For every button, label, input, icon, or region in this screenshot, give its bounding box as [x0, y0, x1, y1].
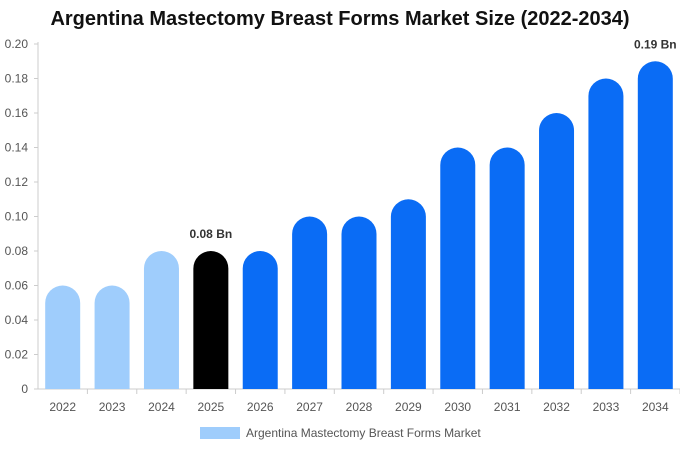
legend: Argentina Mastectomy Breast Forms Market — [200, 425, 481, 441]
x-tick-label-2034: 2034 — [642, 400, 669, 414]
x-tick-label-2029: 2029 — [395, 400, 422, 414]
bar-2026 — [242, 251, 278, 389]
y-tick-label: 0.20 — [5, 37, 29, 51]
bar-2027 — [292, 216, 328, 389]
y-tick-label: 0 — [21, 382, 28, 396]
y-tick-label: 0.16 — [5, 106, 29, 120]
x-tick-label-2022: 2022 — [49, 400, 76, 414]
data-label-2034: 0.19 Bn — [634, 37, 677, 51]
bar-2030 — [440, 147, 476, 389]
bar-2033 — [588, 78, 624, 389]
x-tick-label-2032: 2032 — [543, 400, 570, 414]
x-tick-label-2028: 2028 — [346, 400, 373, 414]
x-tick-label-2027: 2027 — [296, 400, 323, 414]
x-tick-label-2031: 2031 — [494, 400, 521, 414]
bar-2022 — [45, 285, 81, 389]
y-tick-label: 0.02 — [5, 348, 29, 362]
data-label-2025: 0.08 Bn — [190, 227, 233, 241]
bar-2032 — [539, 113, 575, 389]
bar-2031 — [489, 147, 525, 389]
y-tick-label: 0.18 — [5, 72, 29, 86]
bar-2023 — [94, 285, 130, 389]
bar-2034 — [637, 61, 673, 389]
x-tick-label-2033: 2033 — [593, 400, 620, 414]
legend-label: Argentina Mastectomy Breast Forms Market — [246, 426, 481, 440]
x-tick-label-2030: 2030 — [444, 400, 471, 414]
x-tick-label-2024: 2024 — [148, 400, 175, 414]
x-tick-label-2023: 2023 — [99, 400, 126, 414]
y-tick-label: 0.14 — [5, 141, 29, 155]
y-tick-label: 0.10 — [5, 210, 29, 224]
x-tick-label-2025: 2025 — [197, 400, 224, 414]
y-tick-label: 0.08 — [5, 244, 29, 258]
chart-title: Argentina Mastectomy Breast Forms Market… — [50, 8, 630, 30]
x-tick-label-2026: 2026 — [247, 400, 274, 414]
y-tick-label: 0.06 — [5, 279, 29, 293]
bar-2025 — [193, 251, 229, 389]
bar-2029 — [390, 199, 426, 389]
bar-2028 — [341, 216, 377, 389]
y-tick-label: 0.04 — [5, 313, 29, 327]
legend-swatch — [200, 427, 240, 439]
y-tick-label: 0.12 — [5, 175, 29, 189]
bar-2024 — [143, 251, 179, 389]
